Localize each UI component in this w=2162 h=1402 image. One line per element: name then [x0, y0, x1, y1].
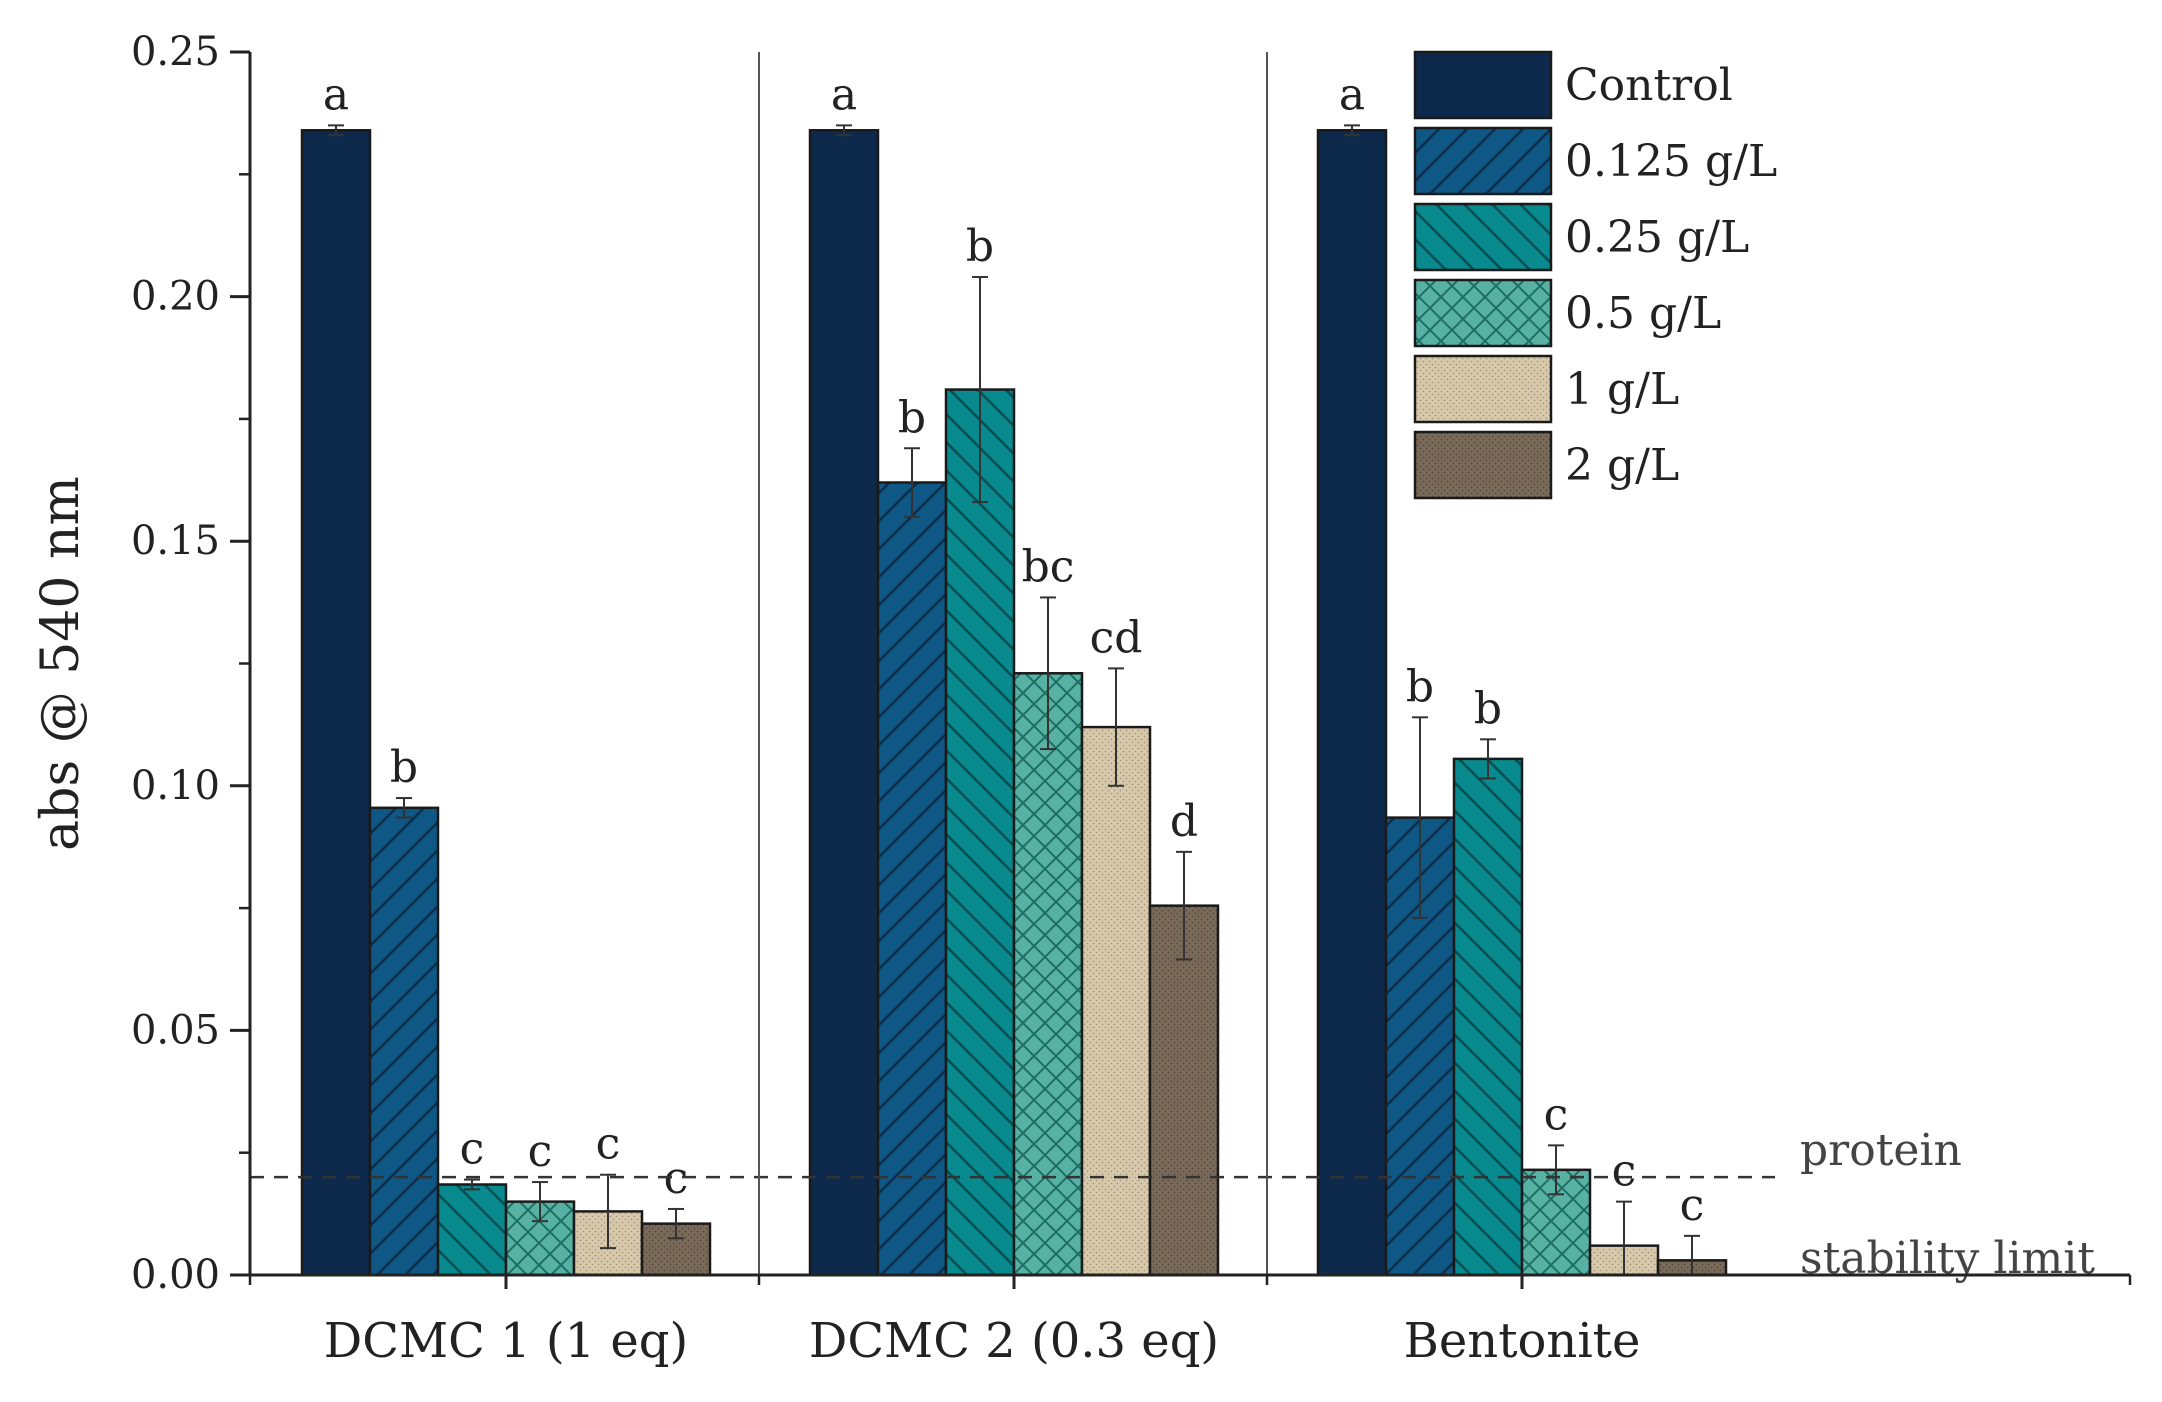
legend-label: 2 g/L [1565, 440, 1679, 491]
y-axis-title: abs @ 540 nm [31, 476, 91, 851]
significance-label: b [1474, 683, 1502, 734]
significance-label: b [390, 742, 418, 793]
legend: Control 0.125 g/L 0.25 g/L 0.5 g/L 1 g/L 2 g/… [1413, 50, 1777, 500]
y-tick-label: 0.05 [131, 1007, 220, 1053]
significance-label: b [1406, 661, 1434, 712]
bar [1080, 725, 1152, 1277]
significance-label: c [528, 1126, 553, 1177]
significance-label: c [1680, 1180, 1705, 1231]
bar [1316, 129, 1388, 1277]
category-label: DCMC 2 (0.3 eq) [809, 1313, 1219, 1369]
legend-label: Control [1565, 60, 1733, 111]
bar [876, 481, 948, 1277]
significance-label: a [1339, 69, 1365, 120]
bar [944, 388, 1016, 1277]
significance-label: c [664, 1153, 689, 1204]
significance-label: bc [1022, 541, 1075, 592]
error-bars-layer [328, 124, 1700, 1276]
legend-label: 1 g/L [1565, 364, 1679, 415]
axes-layer: 0.00 0.05 0.10 0.15 0.20 0.25 DCMC 1 (1 eq) DCM… [31, 29, 2132, 1369]
legend-swatch [1413, 278, 1553, 348]
bar [1148, 904, 1220, 1277]
significance-label: c [460, 1124, 485, 1175]
legend-label: 0.25 g/L [1565, 212, 1749, 263]
significance-label: b [966, 221, 994, 272]
legend-label: 0.125 g/L [1565, 136, 1777, 187]
legend-swatch [1413, 354, 1553, 424]
significance-label: cd [1090, 612, 1143, 663]
significance-label: b [898, 392, 926, 443]
category-label: DCMC 1 (1 eq) [324, 1313, 689, 1369]
legend-swatch [1413, 202, 1553, 272]
legend-swatch [1413, 126, 1553, 196]
y-tick-label: 0.25 [131, 29, 220, 75]
reference-label-line1: protein [1800, 1125, 1962, 1176]
bar [436, 1183, 508, 1277]
significance-label: a [831, 69, 857, 120]
legend-label: 0.5 g/L [1565, 288, 1721, 339]
category-label: Bentonite [1404, 1313, 1641, 1369]
significance-label: c [596, 1119, 621, 1170]
significance-label: d [1170, 796, 1198, 847]
bar [1012, 672, 1084, 1277]
legend-swatch [1413, 430, 1553, 500]
y-tick-label: 0.20 [131, 274, 220, 320]
bar [368, 806, 440, 1277]
bar [808, 129, 880, 1277]
significance-label: c [1612, 1146, 1637, 1197]
y-tick-label: 0.15 [131, 518, 220, 564]
legend-swatch [1413, 50, 1553, 120]
significance-label: a [323, 69, 349, 120]
bar [300, 129, 372, 1277]
significance-label: c [1544, 1089, 1569, 1140]
y-tick-label: 0.10 [131, 763, 220, 809]
y-tick-label: 0.00 [131, 1252, 220, 1298]
bar [1452, 757, 1524, 1277]
